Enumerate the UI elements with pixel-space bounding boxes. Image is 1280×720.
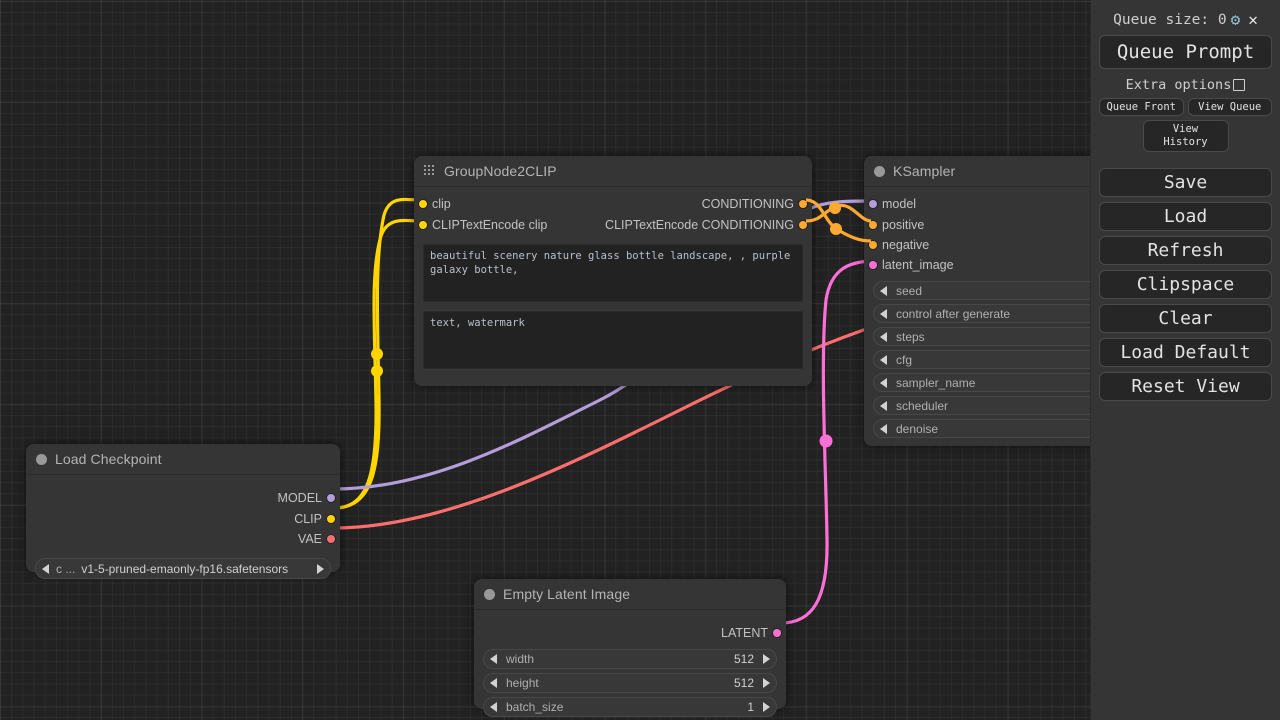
- decrement-arrow-icon[interactable]: [880, 354, 887, 365]
- widget-width[interactable]: width 512: [483, 649, 777, 669]
- queue-size-label: Queue size: 0: [1113, 12, 1227, 28]
- widget-value-ckpt-name: v1-5-pruned-emaonly-fp16.safetensors: [81, 561, 289, 576]
- node-title-text: Load Checkpoint: [55, 451, 162, 467]
- output-slot-dot-cliptextencode-conditioning[interactable]: [799, 221, 807, 229]
- widget-label-cfg: cfg: [896, 352, 913, 367]
- widget-label-seed: seed: [896, 283, 923, 298]
- decrement-arrow-icon[interactable]: [490, 654, 497, 664]
- negative-prompt-textarea[interactable]: text, watermark: [423, 311, 803, 369]
- widget-batch-size[interactable]: batch_size 1: [483, 697, 777, 717]
- output-slot-label-conditioning: CONDITIONING: [701, 197, 794, 211]
- view-history-button[interactable]: View History: [1142, 120, 1229, 152]
- widget-ckpt-name[interactable]: c ... v1-5-pruned-emaonly-fp16.safetenso…: [35, 558, 331, 579]
- increment-arrow-icon[interactable]: [763, 678, 770, 688]
- queue-actions-row: Queue Front View Queue: [1099, 98, 1272, 116]
- decrement-arrow-icon[interactable]: [490, 678, 497, 688]
- widget-value-height: 512: [733, 676, 754, 690]
- decrement-arrow-icon[interactable]: [880, 400, 887, 411]
- reset-view-button[interactable]: Reset View: [1099, 372, 1272, 401]
- widget-label-height: height: [506, 676, 539, 690]
- queue-prompt-button[interactable]: Queue Prompt: [1099, 35, 1272, 69]
- widget-label-batch-size: batch_size: [506, 700, 564, 714]
- input-slot-label-cliptextencode-clip: CLIPTextEncode clip: [432, 218, 548, 232]
- increment-arrow-icon[interactable]: [317, 563, 324, 574]
- widget-label-sampler-name: sampler_name: [896, 375, 976, 390]
- widget-value-width: 512: [733, 652, 754, 666]
- widget-label-width: width: [506, 652, 535, 666]
- extra-options-checkbox[interactable]: [1233, 79, 1246, 91]
- output-slot-label-cliptextencode-conditioning: CLIPTextEncode CONDITIONING: [605, 218, 794, 232]
- input-slot-label-positive: positive: [882, 218, 925, 232]
- widget-label-denoise: denoise: [896, 421, 939, 436]
- collapse-dot-icon[interactable]: [36, 453, 47, 465]
- panel-button-group: Save Load Refresh Clipspace Clear Load D…: [1099, 168, 1272, 401]
- node-load-checkpoint[interactable]: Load Checkpoint MODEL CLIP VAE c ... v1-…: [26, 444, 340, 579]
- node-title-text: KSampler: [893, 163, 956, 179]
- collapse-dot-icon[interactable]: [484, 588, 495, 600]
- node-title-bar[interactable]: GroupNode2CLIP: [414, 156, 812, 186]
- widget-label-ckpt-name: c ...: [56, 561, 76, 576]
- queue-size-row: Queue size: 0 ⚙ ✕: [1099, 8, 1272, 32]
- input-slot-label-negative: negative: [882, 238, 930, 252]
- input-slot-label-latent-image: latent_image: [882, 258, 954, 272]
- clear-button[interactable]: Clear: [1099, 304, 1272, 333]
- extra-options-label: Extra options: [1125, 77, 1232, 93]
- extra-options-row[interactable]: Extra options: [1099, 75, 1272, 95]
- collapse-dot-icon[interactable]: [874, 165, 885, 177]
- increment-arrow-icon[interactable]: [763, 654, 770, 664]
- output-slot-dot-clip[interactable]: [327, 515, 335, 523]
- widget-label-control-after-generate: control after generate: [896, 306, 1011, 321]
- node-groupnode2clip[interactable]: GroupNode2CLIP clip CONDITIONING CLIPTex…: [414, 156, 812, 386]
- node-title-text: GroupNode2CLIP: [444, 163, 557, 179]
- gear-icon[interactable]: ⚙: [1230, 10, 1241, 29]
- node-body: clip CONDITIONING CLIPTextEncode clip CL…: [414, 186, 812, 386]
- grip-dots-icon: [424, 165, 436, 177]
- decrement-arrow-icon[interactable]: [880, 308, 887, 319]
- widget-label-steps: steps: [896, 329, 925, 344]
- input-slot-dot-latent-image[interactable]: [869, 261, 877, 269]
- input-slot-label-model: model: [882, 197, 917, 211]
- view-queue-button[interactable]: View Queue: [1187, 98, 1272, 116]
- decrement-arrow-icon[interactable]: [880, 331, 887, 342]
- output-slot-dot-vae[interactable]: [327, 535, 335, 543]
- decrement-arrow-icon[interactable]: [880, 377, 887, 388]
- load-default-button[interactable]: Load Default: [1099, 338, 1272, 367]
- node-body: MODEL CLIP VAE c ... v1-5-pruned-emaonly…: [26, 474, 340, 579]
- output-slot-label-vae: VAE: [297, 532, 322, 546]
- decrement-arrow-icon[interactable]: [490, 702, 497, 712]
- decrement-arrow-icon[interactable]: [880, 285, 887, 296]
- output-slot-dot-model[interactable]: [327, 494, 335, 502]
- widget-value-batch-size: 1: [747, 700, 754, 714]
- input-slot-dot-model[interactable]: [869, 200, 877, 208]
- input-slot-dot-negative[interactable]: [869, 241, 877, 249]
- output-slot-label-clip: CLIP: [294, 512, 322, 526]
- node-title-bar[interactable]: Load Checkpoint: [26, 444, 340, 474]
- node-title-bar[interactable]: Empty Latent Image: [474, 579, 786, 609]
- close-icon[interactable]: ✕: [1248, 10, 1258, 29]
- save-button[interactable]: Save: [1099, 168, 1272, 197]
- node-empty-latent-image[interactable]: Empty Latent Image LATENT width 512 heig…: [474, 579, 786, 717]
- decrement-arrow-icon[interactable]: [42, 563, 49, 574]
- output-slot-label-latent: LATENT: [721, 626, 768, 640]
- widget-label-scheduler: scheduler: [896, 398, 949, 413]
- input-slot-dot-positive[interactable]: [869, 221, 877, 229]
- output-slot-dot-conditioning[interactable]: [799, 200, 807, 208]
- comfy-menu-panel[interactable]: Queue size: 0 ⚙ ✕ Queue Prompt Extra opt…: [1090, 0, 1280, 720]
- input-slot-dot-cliptextencode-clip[interactable]: [419, 221, 427, 229]
- positive-prompt-textarea[interactable]: beautiful scenery nature glass bottle la…: [423, 244, 803, 302]
- node-title-text: Empty Latent Image: [503, 586, 631, 602]
- decrement-arrow-icon[interactable]: [880, 423, 887, 434]
- output-slot-dot-latent[interactable]: [773, 629, 781, 637]
- output-slot-label-model: MODEL: [277, 491, 322, 505]
- widget-height[interactable]: height 512: [483, 673, 777, 693]
- load-button[interactable]: Load: [1099, 202, 1272, 231]
- queue-front-button[interactable]: Queue Front: [1099, 98, 1184, 116]
- node-body: LATENT width 512 height 512 batch_size 1: [474, 609, 786, 717]
- input-slot-dot-clip[interactable]: [419, 200, 427, 208]
- refresh-button[interactable]: Refresh: [1099, 236, 1272, 265]
- increment-arrow-icon[interactable]: [763, 702, 770, 712]
- clipspace-button[interactable]: Clipspace: [1099, 270, 1272, 299]
